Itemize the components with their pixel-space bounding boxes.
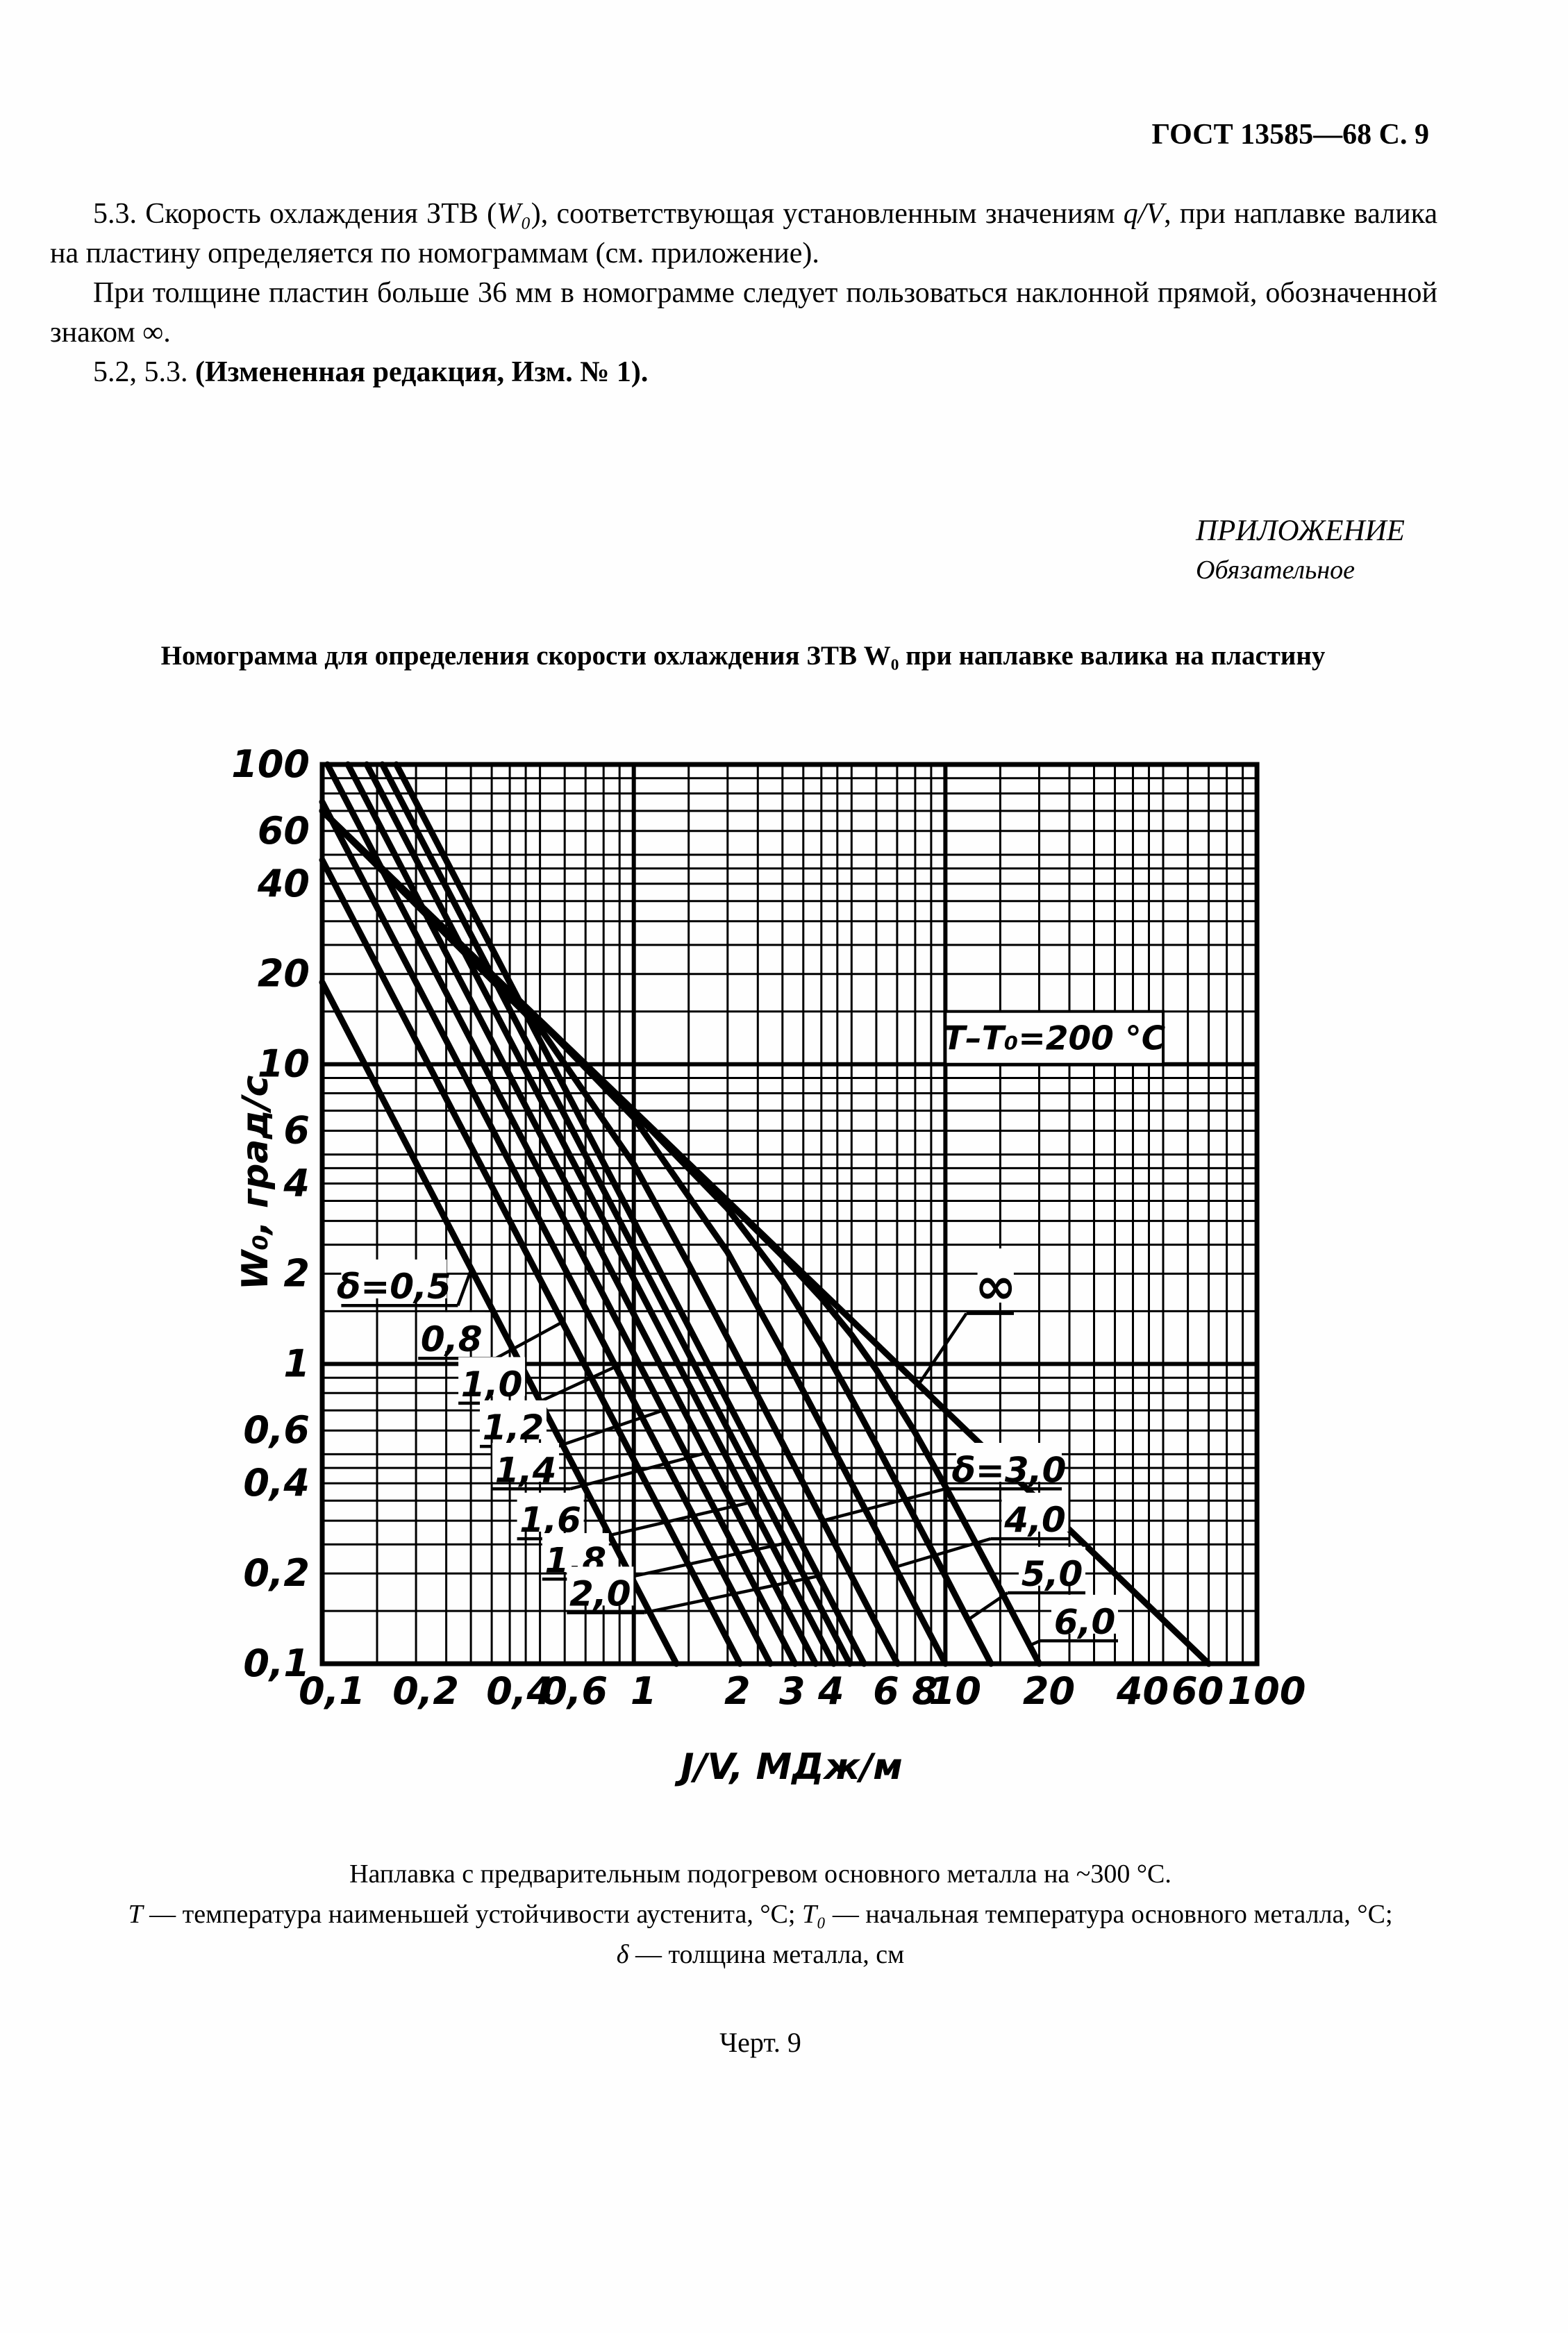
paragraph-5-3-text: 5.3. Скорость охлаждения ЗТВ ( — [93, 198, 497, 230]
y-tick-1: 1 — [283, 1341, 310, 1385]
annotation-text: Т–Т₀=200 °С — [943, 1020, 1166, 1058]
svg-text:∞: ∞ — [975, 1257, 1017, 1315]
amendment-bold: (Измененная редакция, Изм. № 1). — [195, 356, 649, 388]
figure-title: Номограмма для определения скорости охла… — [160, 641, 1326, 671]
svg-text:1,0: 1,0 — [461, 1364, 523, 1405]
svg-text:6,0: 6,0 — [1054, 1602, 1116, 1642]
svg-text:5,0: 5,0 — [1021, 1554, 1083, 1594]
paragraph-5-3: 5.3. Скорость охлаждения ЗТВ (W₀), соотв… — [50, 198, 1437, 269]
x-tick-10: 10 — [929, 1669, 981, 1713]
y-tick-0,1: 0,1 — [243, 1641, 310, 1685]
page-header: ГОСТ 13585—68 С. 9 — [1151, 119, 1429, 151]
curve-label-30: δ=3,0 — [822, 1443, 1067, 1523]
x-tick-0,4: 0,4 — [486, 1669, 553, 1713]
nomogram-chart: Т–Т₀=200 °Сδ=0,50,81,01,21,41,61,82,0∞δ=… — [231, 742, 1306, 1788]
curve-label-18: 1,8 — [542, 1533, 787, 1581]
curve-label-60: 6,0 — [1028, 1594, 1118, 1647]
x-tick-0,6: 0,6 — [541, 1669, 608, 1713]
y-tick-20: 20 — [258, 952, 310, 996]
y-tick-0,4: 0,4 — [243, 1461, 310, 1505]
axis-ticks: 0,1 0,2 0,40,6 1 2 3 4 6 810 20 40 60 10010060402010… — [231, 742, 1306, 1713]
x-tick-4: 4 — [817, 1669, 844, 1713]
curve-label-10: 1,0 — [458, 1357, 617, 1405]
svg-text:1,2: 1,2 — [483, 1407, 544, 1448]
caption-line3: δ — толщина металла, см — [616, 1940, 905, 1969]
curve-label-05: δ=0,5 — [337, 1259, 473, 1307]
y-tick-10: 10 — [258, 1042, 310, 1086]
svg-text:1,4: 1,4 — [495, 1450, 557, 1490]
caption-line1: Наплавка с предварительным подогревом ос… — [349, 1859, 1171, 1889]
delta-symbol: δ — [616, 1940, 629, 1969]
curve-label-20: 2,0 — [567, 1566, 819, 1614]
y-tick-60: 60 — [258, 809, 310, 853]
qv-symbol: q/V — [1123, 198, 1165, 230]
curve-label-50: 5,0 — [967, 1546, 1085, 1621]
y-tick-0,6: 0,6 — [243, 1408, 310, 1452]
w0-symbol: W₀ — [497, 198, 531, 230]
curve-delta-1-8 — [379, 761, 853, 1667]
curve-delta-0-8 — [319, 857, 743, 1667]
svg-text:2,0: 2,0 — [569, 1574, 631, 1614]
y-axis-title: W₀, град/с — [235, 1076, 276, 1290]
annotation-box — [944, 1010, 1165, 1066]
x-tick-2: 2 — [724, 1669, 751, 1713]
curve-delta-1-6 — [363, 761, 837, 1667]
caption-line2: Т — температура наименьшей устойчивости … — [128, 1900, 1393, 1929]
y-tick-4: 4 — [283, 1162, 310, 1205]
y-tick-0,2: 0,2 — [243, 1551, 310, 1595]
curve-delta-3-0 — [319, 808, 901, 1667]
curves — [319, 761, 1212, 1667]
x-axis-title: J/V, МДж/м — [674, 1746, 903, 1788]
plot-border — [319, 762, 1260, 1666]
curve-label-40: 4,0 — [894, 1492, 1069, 1569]
t0-symbol: Т₀ — [801, 1900, 826, 1929]
paragraph-amendment: 5.2, 5.3. (Измененная редакция, Изм. № 1… — [93, 356, 649, 388]
curve-label-14: 1,4 — [492, 1443, 707, 1491]
curve-label-08: 0,8 — [418, 1312, 563, 1360]
body-text: 5.3. Скорость охлаждения ЗТВ (W₀), соотв… — [50, 194, 1437, 392]
figure-number: Черт. 9 — [719, 2027, 801, 2058]
y-tick-2: 2 — [283, 1251, 310, 1295]
curve-labels: δ=0,50,81,01,21,41,61,82,0∞δ=3,04,05,06,… — [337, 1248, 1118, 1647]
figure-caption: Наплавка с предварительным подогревом ос… — [49, 1854, 1472, 1975]
svg-text:δ=3,0: δ=3,0 — [952, 1450, 1067, 1490]
curve-delta-1-0 — [319, 798, 774, 1667]
x-tick-1: 1 — [631, 1669, 657, 1713]
y-tick-100: 100 — [231, 742, 310, 786]
x-tick-8: 8 — [912, 1669, 938, 1713]
x-tick-20: 20 — [1023, 1669, 1075, 1713]
y-tick-40: 40 — [257, 862, 310, 905]
paragraph-thickness-note: При толщине пластин больше 36 мм в номог… — [50, 277, 1437, 349]
appendix-subtitle: Обязательное — [1196, 555, 1356, 585]
curve-delta-1-2 — [324, 761, 799, 1667]
x-tick-0,2: 0,2 — [392, 1669, 459, 1713]
t-symbol: Т — [128, 1900, 143, 1929]
curve-delta-2-0 — [393, 761, 867, 1667]
log-grid — [320, 762, 1260, 1666]
x-tick-100: 100 — [1228, 1669, 1306, 1713]
y-tick-6: 6 — [283, 1109, 310, 1153]
svg-text:4,0: 4,0 — [1003, 1500, 1066, 1540]
x-tick-60: 60 — [1171, 1669, 1224, 1713]
appendix-title: ПРИЛОЖЕНИЕ — [1196, 515, 1405, 547]
svg-text:δ=0,5: δ=0,5 — [337, 1266, 451, 1307]
appendix-heading: ПРИЛОЖЕНИЕ Обязательное — [1196, 514, 1405, 585]
x-tick-40: 40 — [1116, 1669, 1169, 1713]
x-tick-3: 3 — [779, 1669, 806, 1713]
curve-delta-5-0 — [319, 808, 994, 1667]
x-tick-6: 6 — [873, 1669, 899, 1713]
curve-delta-0-5 — [319, 979, 680, 1667]
svg-text:0,8: 0,8 — [421, 1319, 483, 1360]
curve-label-∞: ∞ — [917, 1248, 1017, 1386]
x-tick-0,1: 0,1 — [299, 1669, 365, 1713]
